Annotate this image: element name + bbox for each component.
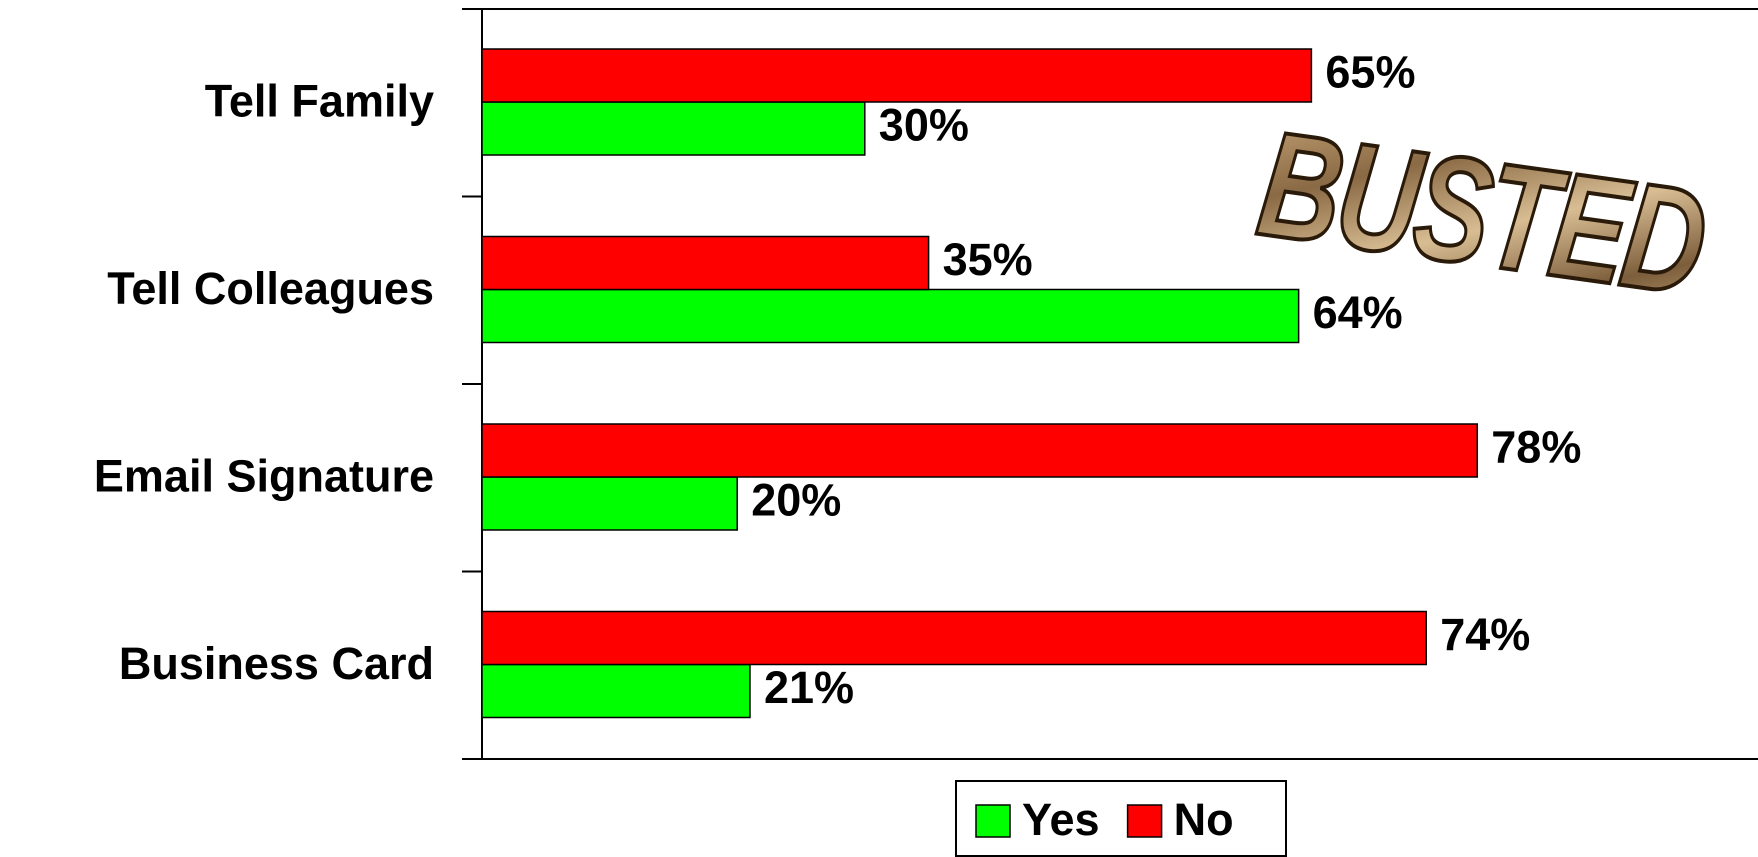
y-tick-label: Tell Family [205,76,434,127]
value-label: 78% [1491,421,1581,472]
value-label: 30% [879,99,969,150]
value-label: 64% [1313,287,1403,338]
bar [481,235,930,291]
value-label: 74% [1440,609,1530,660]
y-tick-label: Tell Colleagues [107,263,434,314]
legend-label: Yes [1022,794,1100,845]
value-label: 21% [764,662,854,713]
bar [481,423,1479,478]
y-tick-label: Email Signature [94,451,434,502]
bar [481,288,1300,344]
legend-label: No [1174,794,1234,845]
legend-swatch [975,804,1011,838]
legend-box [955,780,1287,857]
legend-swatch [1126,804,1163,838]
bar [481,101,866,156]
bar [481,476,738,531]
value-label: 35% [943,234,1033,285]
bar [481,610,1427,666]
bar [481,663,751,719]
value-label: 20% [751,474,841,525]
bar [481,48,1313,103]
value-label: 65% [1325,46,1415,97]
y-tick-label: Business Card [119,638,434,689]
